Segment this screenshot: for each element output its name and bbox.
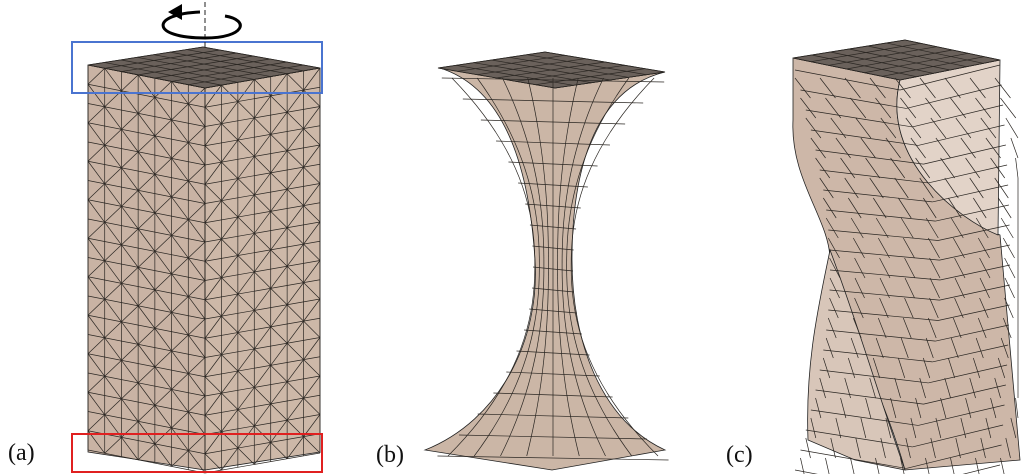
mesh-edge xyxy=(452,78,461,87)
figure: (a) (b) (c) xyxy=(0,0,1022,474)
panel-label: (b) xyxy=(376,442,404,468)
mesh-edge xyxy=(515,168,519,177)
mesh-edge xyxy=(1001,218,1013,238)
mesh-edge xyxy=(511,159,515,168)
mesh-edge xyxy=(460,87,468,96)
mesh-edge xyxy=(850,458,855,474)
mesh-edge xyxy=(476,105,483,114)
mesh-edge xyxy=(610,123,616,132)
panel-label: (c) xyxy=(726,442,753,468)
mesh-edge xyxy=(532,294,533,303)
mesh-edge xyxy=(1005,258,1015,278)
mesh-edge xyxy=(574,213,576,222)
mesh-edge xyxy=(522,186,525,195)
mesh-edge xyxy=(1000,98,1015,118)
mesh-edge xyxy=(506,150,511,159)
rotation-arrow xyxy=(163,12,240,38)
panel-c: (c) xyxy=(726,40,1020,474)
hourglass-body xyxy=(425,68,665,470)
mesh-edge xyxy=(591,159,595,168)
mesh-edge xyxy=(587,168,591,177)
mesh-edge xyxy=(576,204,578,213)
mesh-edge xyxy=(1005,278,1015,298)
panel-a: (a) xyxy=(8,2,322,473)
mesh-edge xyxy=(638,87,646,96)
mesh-edge xyxy=(584,177,587,186)
mesh-edge xyxy=(578,195,580,204)
panel-b: (b) xyxy=(376,52,669,470)
mesh-b xyxy=(437,52,668,460)
right-face xyxy=(205,68,320,470)
mesh-edge xyxy=(630,96,638,105)
left-face xyxy=(88,65,205,470)
mesh-edge xyxy=(581,186,584,195)
mesh-edge xyxy=(1011,138,1018,158)
mesh-edge xyxy=(533,285,534,294)
mesh-edge xyxy=(595,150,600,159)
mesh-edge xyxy=(605,132,611,141)
mesh-edge xyxy=(496,132,502,141)
mesh-edge xyxy=(795,470,900,474)
mesh-edge xyxy=(1003,238,1014,258)
mesh-edge xyxy=(490,123,496,132)
mesh-edge xyxy=(1006,118,1018,138)
mesh-edge xyxy=(616,114,623,123)
mesh-edge xyxy=(501,141,506,150)
mesh-edge xyxy=(646,78,655,87)
mesh-edge xyxy=(519,177,522,186)
mesh-edge xyxy=(825,458,830,474)
mesh-edge xyxy=(483,114,490,123)
mesh-edge xyxy=(468,96,476,105)
mesh-edge xyxy=(998,198,1011,218)
mesh-edge xyxy=(1016,158,1018,178)
mesh-edge xyxy=(623,105,630,114)
panel-label: (a) xyxy=(8,440,35,466)
mesh-edge xyxy=(600,141,605,150)
